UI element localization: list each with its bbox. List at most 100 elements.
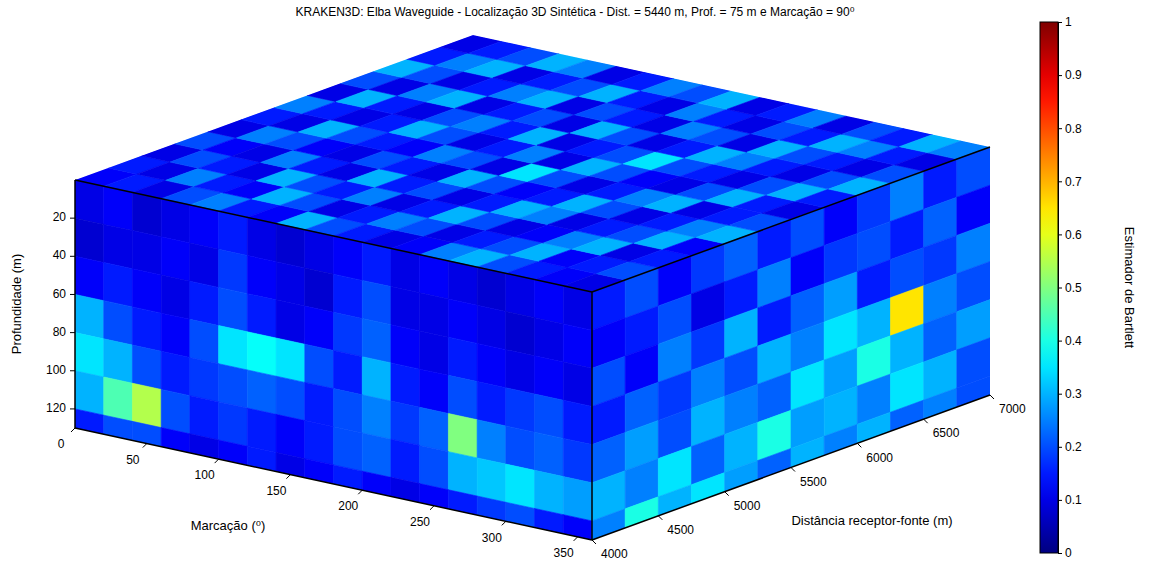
cell	[75, 218, 104, 262]
cell	[391, 325, 420, 369]
x-tick	[358, 490, 362, 494]
cell	[247, 408, 276, 452]
x-tick	[71, 428, 75, 432]
y-tick	[70, 218, 75, 219]
colorbar-axis: 0 0.1 0.2 0.3 0.4 0.5 0.6 0.7 0.8 0.9 1	[1058, 15, 1082, 560]
z-tick-label: 6500	[933, 426, 960, 440]
cell	[276, 300, 305, 344]
cell	[161, 313, 190, 357]
z-tick	[857, 443, 861, 447]
front-face	[75, 180, 592, 540]
x-tick-label: 100	[195, 468, 215, 482]
y-tick-label: 60	[53, 287, 67, 301]
axes: 2040608010012005010015020025030035040004…	[46, 210, 1026, 561]
cell	[563, 324, 592, 368]
colorbar-tick: 0.3	[1058, 387, 1082, 401]
cell	[362, 357, 391, 401]
cell	[132, 383, 161, 427]
x-tick	[502, 521, 506, 525]
x-tick-label: 150	[266, 484, 286, 498]
cell	[104, 377, 133, 421]
cell	[219, 326, 248, 370]
x-axis-title: Marcação (⁰)	[191, 518, 266, 533]
x-tick	[143, 444, 147, 448]
cell	[758, 448, 791, 479]
box-edges	[75, 147, 990, 540]
colorbar-tick: 0.2	[1058, 440, 1082, 454]
z-axis-title: Distância receptor-fonte (m)	[791, 513, 952, 528]
cell	[563, 400, 592, 444]
colorbar-tick: 0.1	[1058, 493, 1082, 507]
cell	[420, 255, 449, 299]
cell	[305, 268, 334, 312]
colorbar-tick: 0.4	[1058, 334, 1082, 348]
colorbar-tick: 0.5	[1058, 281, 1082, 295]
cell	[334, 350, 363, 394]
colorbar-tick-mark	[1058, 234, 1062, 235]
colorbar-tick: 0.9	[1058, 68, 1082, 82]
cell	[420, 293, 449, 337]
cell	[658, 485, 691, 516]
side-face	[592, 147, 990, 540]
cell	[75, 256, 104, 300]
cell	[391, 248, 420, 292]
cell	[334, 427, 363, 471]
colorbar-tick-mark	[1058, 128, 1062, 129]
box-edge	[592, 147, 990, 292]
cell	[219, 211, 248, 255]
y-tick-label: 80	[53, 325, 67, 339]
x-tick-label: 50	[126, 453, 140, 467]
cell	[75, 294, 104, 338]
box-edge	[75, 180, 592, 292]
cell	[247, 255, 276, 299]
cell	[391, 363, 420, 407]
cell	[334, 389, 363, 433]
colorbar-tick-label: 0	[1065, 546, 1072, 560]
cell	[132, 269, 161, 313]
cell	[161, 351, 190, 395]
cell	[535, 432, 564, 476]
colorbar-tick: 1	[1058, 15, 1072, 29]
cell	[247, 332, 276, 376]
cell	[477, 458, 506, 502]
x-tick-label: 0	[58, 437, 65, 451]
cell	[477, 343, 506, 387]
colorbar-tick: 0.6	[1058, 228, 1082, 242]
cell	[190, 319, 219, 363]
cell	[276, 414, 305, 458]
cell	[391, 287, 420, 331]
cell	[276, 338, 305, 382]
cell	[132, 192, 161, 236]
axis-line	[75, 428, 592, 540]
colorbar-tick-label: 0.8	[1065, 122, 1082, 136]
cell	[448, 375, 477, 419]
cell	[448, 299, 477, 343]
cell	[725, 461, 758, 492]
colorbar-tick-mark	[1058, 288, 1062, 289]
cell	[276, 224, 305, 268]
cell	[305, 421, 334, 465]
colorbar-tick-mark	[1058, 553, 1062, 554]
cell	[362, 242, 391, 286]
cell	[420, 407, 449, 451]
z-tick	[725, 492, 729, 496]
colorbar-tick-mark	[1058, 22, 1062, 23]
cell	[824, 424, 857, 455]
y-tick	[70, 294, 75, 295]
cell	[132, 307, 161, 351]
cell	[161, 275, 190, 319]
colorbar-tick: 0.7	[1058, 175, 1082, 189]
y-tick-label: 120	[46, 401, 66, 415]
cell	[305, 306, 334, 350]
cell	[957, 376, 990, 407]
cell	[334, 312, 363, 356]
z-tick-label: 5500	[800, 475, 827, 489]
cell	[75, 333, 104, 377]
cell	[563, 477, 592, 521]
cell	[305, 382, 334, 426]
colorbar-tick-mark	[1058, 341, 1062, 342]
top-face	[75, 35, 990, 292]
cell	[247, 370, 276, 414]
cell	[362, 433, 391, 477]
colorbar-tick-label: 0.9	[1065, 68, 1082, 82]
